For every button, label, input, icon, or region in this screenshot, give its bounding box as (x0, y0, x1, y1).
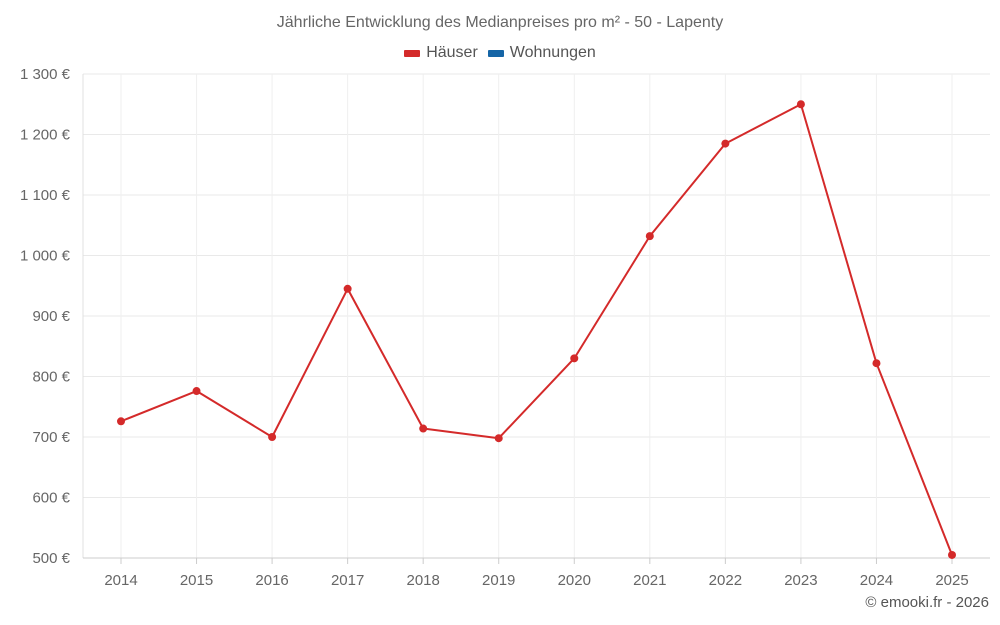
x-tick-label: 2017 (331, 572, 364, 589)
legend-item-houses[interactable]: Häuser (404, 44, 478, 62)
y-tick-label: 1 000 € (20, 248, 71, 265)
y-tick-label: 600 € (32, 490, 70, 507)
grid-lines (83, 73, 990, 558)
x-tick-label: 2025 (935, 572, 968, 589)
y-tick-label: 1 200 € (20, 127, 71, 144)
x-tick-label: 2019 (482, 572, 515, 589)
y-tick-label: 700 € (32, 429, 70, 446)
chart-title: Jährliche Entwicklung des Medianpreises … (276, 14, 724, 31)
data-point-2020 (570, 354, 579, 363)
x-tick-label: 2014 (104, 572, 137, 589)
y-tick-label: 800 € (32, 369, 70, 386)
x-tick-label: 2018 (406, 572, 439, 589)
data-point-2021 (645, 232, 654, 241)
data-point-2022 (721, 139, 730, 148)
x-tick-label: 2022 (709, 572, 742, 589)
data-point-2024 (872, 359, 881, 368)
data-point-2025 (948, 550, 956, 559)
credit-text: © emooki.fr - 2026 (865, 594, 989, 611)
legend-label-houses: Häuser (426, 44, 478, 61)
data-point-2023 (796, 100, 805, 109)
legend-item-apartments[interactable]: Wohnungen (487, 44, 596, 62)
x-tick-label: 2023 (784, 572, 817, 589)
data-point-2019 (494, 434, 503, 443)
x-tick-label: 2021 (633, 572, 666, 589)
y-tick-label: 1 100 € (20, 187, 71, 204)
y-tick-label: 900 € (32, 308, 70, 325)
data-point-2014 (117, 417, 125, 426)
x-tick-label: 2015 (180, 572, 213, 589)
x-tick-labels: 2014 2015 2016 2017 2018 2019 2020 2021 2022 2023… (104, 572, 968, 589)
chart-legend: Häuser Wohnungen (0, 44, 1000, 62)
axes (82, 74, 990, 564)
y-tick-label: 1 300 € (20, 66, 71, 83)
data-point-2016 (268, 433, 277, 441)
x-tick-label: 2020 (558, 572, 591, 589)
y-tick-label: 500 € (32, 550, 70, 567)
y-tick-labels: 500 € 600 € 700 € 800 € 900 € 1 000 € 1 100 € 1… (20, 66, 71, 567)
legend-swatch-apartments (487, 49, 504, 57)
x-tick-label: 2024 (860, 572, 893, 589)
legend-swatch-houses (404, 49, 421, 57)
data-point-2015 (192, 387, 201, 396)
series-houses (117, 100, 956, 559)
x-tick-label: 2016 (255, 572, 288, 589)
data-point-2018 (419, 424, 428, 433)
data-point-2017 (343, 284, 352, 293)
series-line-houses (120, 103, 953, 556)
legend-label-apartments: Wohnungen (509, 44, 596, 61)
